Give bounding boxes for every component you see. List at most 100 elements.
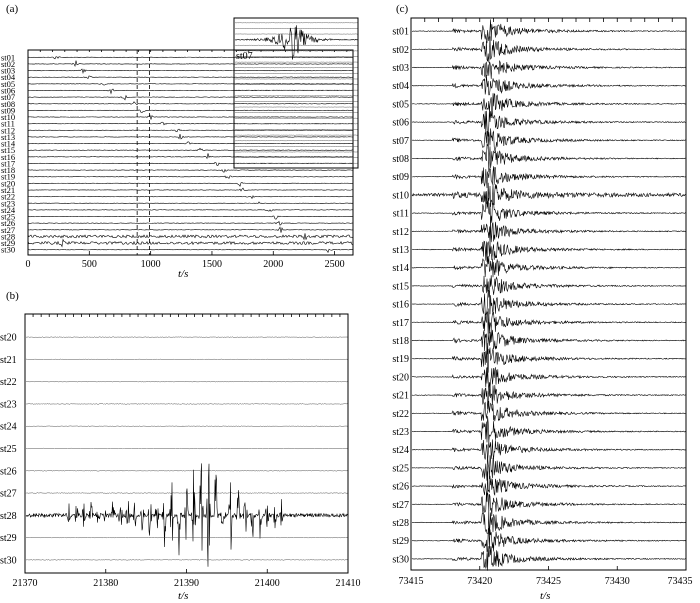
c-trace-st22	[411, 400, 686, 422]
b-station-label-st20: st20	[0, 333, 17, 344]
c-station-label-st18: st18	[392, 336, 409, 347]
station-label-st15: st15	[1, 145, 15, 155]
trace-st10	[27, 114, 354, 120]
b-trace-st26	[25, 470, 348, 472]
c-station-label-st19: st19	[392, 354, 409, 365]
b-trace-st22	[25, 380, 348, 383]
b-xtick-label-21370: 21370	[13, 578, 38, 589]
c-trace-st10	[411, 182, 686, 209]
trace-st04	[27, 75, 354, 80]
station-label-st11: st11	[1, 119, 15, 129]
panel-b-frame	[24, 313, 349, 574]
c-xtick-label-73435: 73435	[668, 576, 693, 587]
b-station-label-st22: st22	[0, 377, 17, 388]
station-label-st05: st05	[1, 79, 15, 89]
c-trace-st30	[411, 545, 686, 571]
station-label-st18: st18	[1, 165, 15, 175]
c-station-label-st01: st01	[392, 27, 409, 38]
c-trace-st12	[411, 219, 686, 244]
c-station-label-st25: st25	[392, 463, 409, 474]
c-trace-st21	[411, 382, 686, 410]
trace-st01	[27, 56, 354, 60]
c-trace-st28	[411, 509, 686, 535]
c-trace-st14	[411, 255, 686, 278]
trace-st11	[27, 121, 354, 126]
trace-st26	[27, 220, 354, 226]
a-xtick-label-0: 0	[26, 259, 31, 270]
trace-st08	[27, 101, 353, 106]
b-trace-st25	[25, 447, 348, 450]
station-label-st09: st09	[1, 105, 15, 115]
b-trace-st28	[25, 463, 348, 567]
station-label-st01: st01	[1, 52, 15, 62]
station-label-st04: st04	[1, 72, 16, 82]
panel-c: (c) st01 st02 st03 st04 st05 st06 st07 st08 st09…	[392, 3, 692, 602]
b-station-label-st29: st29	[0, 533, 17, 544]
c-station-label-st22: st22	[392, 409, 409, 420]
trace-st02	[27, 60, 354, 68]
panel-a-label: (a)	[6, 3, 19, 15]
b-station-label-st26: st26	[0, 466, 17, 477]
c-station-label-st23: st23	[392, 427, 409, 438]
station-label-st16: st16	[1, 152, 15, 162]
panel-b: (b) st20 st21 st22 st23 st24 st25 st26 st27 st28…	[0, 290, 361, 602]
c-trace-st02	[411, 36, 686, 63]
b-trace-st20	[25, 336, 348, 338]
c-station-label-st04: st04	[392, 81, 409, 92]
trace-st14	[27, 141, 354, 145]
trace-st09	[27, 109, 354, 113]
station-label-st03: st03	[1, 66, 15, 76]
c-station-label-st09: st09	[392, 172, 409, 183]
c-trace-st13	[411, 240, 686, 263]
panel-a-frame	[27, 49, 354, 256]
a-xtick-label-1000: 1000	[141, 259, 161, 270]
panel-b-xlabel: t/s	[178, 590, 188, 602]
trace-st06	[27, 88, 354, 95]
c-station-label-st12: st12	[392, 227, 409, 238]
station-label-st20: st20	[1, 178, 15, 188]
panel-c-label: (c)	[396, 3, 409, 15]
c-station-label-st30: st30	[392, 554, 409, 565]
c-station-label-st21: st21	[392, 391, 409, 402]
trace-st05	[27, 83, 354, 86]
inset-frame	[233, 17, 359, 169]
b-trace-st23	[25, 403, 348, 405]
trace-st16	[27, 153, 354, 160]
station-label-st22: st22	[1, 192, 15, 202]
a-xtick-label-2000: 2000	[263, 259, 283, 270]
panel-c-station-labels: st01 st02 st03 st04 st05 st06 st07 st08 st09 st10…	[392, 27, 409, 566]
trace-st30	[27, 248, 354, 254]
station-label-st14: st14	[1, 139, 16, 149]
b-trace-st21	[25, 358, 348, 361]
station-label-st29: st29	[1, 238, 15, 248]
c-station-label-st11: st11	[393, 209, 409, 220]
station-label-st07: st07	[1, 92, 15, 102]
c-trace-st16	[411, 289, 686, 316]
station-label-st24: st24	[1, 205, 16, 215]
panel-a: (a) st01st02st03st04st05st06st07st08st09…	[1, 3, 359, 280]
c-xtick-label-73425: 73425	[536, 576, 561, 587]
b-station-label-st27: st27	[0, 489, 17, 500]
c-station-label-st14: st14	[392, 263, 409, 274]
c-trace-st05	[411, 92, 686, 116]
station-label-st28: st28	[1, 231, 15, 241]
station-label-st26: st26	[1, 218, 15, 228]
a-xtick-label-500: 500	[82, 259, 97, 270]
c-station-label-st07: st07	[392, 136, 409, 147]
trace-st20	[27, 182, 354, 187]
c-trace-st19	[411, 343, 686, 373]
c-trace-st20	[411, 367, 686, 391]
c-station-label-st16: st16	[392, 300, 409, 311]
station-label-st06: st06	[1, 85, 15, 95]
c-trace-st17	[411, 308, 686, 338]
trace-st29	[27, 238, 354, 248]
c-trace-st25	[411, 455, 686, 481]
panel-b-traces	[25, 336, 348, 567]
b-xtick-label-21390: 21390	[174, 578, 199, 589]
panel-a-station-labels: st01st02st03st04st05st06st07st08st09st10…	[1, 52, 16, 254]
c-station-label-st10: st10	[392, 190, 409, 201]
panel-b-ticks: 21370 21380 21390 21400 21410	[13, 314, 361, 589]
station-label-st21: st21	[1, 185, 15, 195]
trace-st27	[27, 226, 354, 233]
inset-trace-3	[234, 25, 358, 60]
